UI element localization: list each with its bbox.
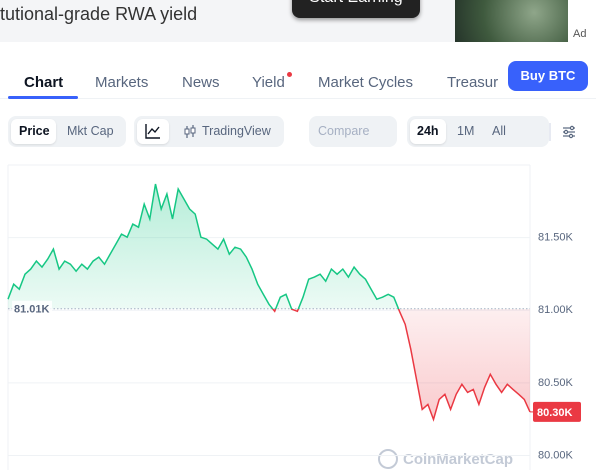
notification-dot: [287, 72, 292, 77]
tradingview-toggle[interactable]: TradingView: [202, 124, 271, 138]
tab[interactable]: Treasur: [447, 74, 499, 91]
current-price-bg: [533, 401, 581, 422]
watermark: CoinMarketCap: [403, 451, 513, 468]
compare-dropdown[interactable]: [309, 116, 397, 147]
range-option[interactable]: 24h: [417, 124, 439, 138]
tab-divider: [0, 98, 596, 99]
compare-label: Compare: [318, 124, 370, 138]
tab[interactable]: Yield: [252, 74, 285, 91]
ad-label: Ad: [573, 28, 587, 40]
y-tick-label: 81.00K: [538, 304, 574, 316]
buy-button[interactable]: Buy BTC: [508, 61, 588, 91]
tab-underline: [8, 96, 78, 99]
reference-label-bg: [12, 300, 52, 317]
ad-banner[interactable]: tutional-grade RWA yield Start Earning: [0, 0, 568, 42]
banner-image: [455, 0, 568, 42]
tab[interactable]: Markets: [95, 74, 149, 91]
y-tick-label: 80.00K: [538, 449, 574, 461]
range-option[interactable]: 1M: [457, 124, 475, 138]
tab[interactable]: Market Cycles: [318, 74, 414, 91]
tab[interactable]: News: [182, 74, 220, 91]
banner-button[interactable]: Start Earning: [292, 0, 420, 18]
selected-bg: [11, 119, 56, 144]
tab[interactable]: Chart: [24, 74, 64, 91]
range-option[interactable]: All: [492, 124, 506, 138]
watermark-logo: [378, 449, 398, 469]
y-tick-label: 81.50K: [538, 232, 574, 244]
selected-bg: [410, 119, 446, 144]
current-price-label: 80.30K: [537, 407, 573, 419]
price-toggle[interactable]: Price: [19, 124, 50, 138]
mktcap-toggle[interactable]: Mkt Cap: [67, 124, 114, 138]
area-fill: [8, 184, 530, 420]
banner-text: tutional-grade RWA yield: [0, 4, 198, 24]
reference-label: 81.01K: [14, 304, 50, 316]
price-line: [7, 183, 531, 422]
y-tick-label: 80.50K: [538, 377, 574, 389]
